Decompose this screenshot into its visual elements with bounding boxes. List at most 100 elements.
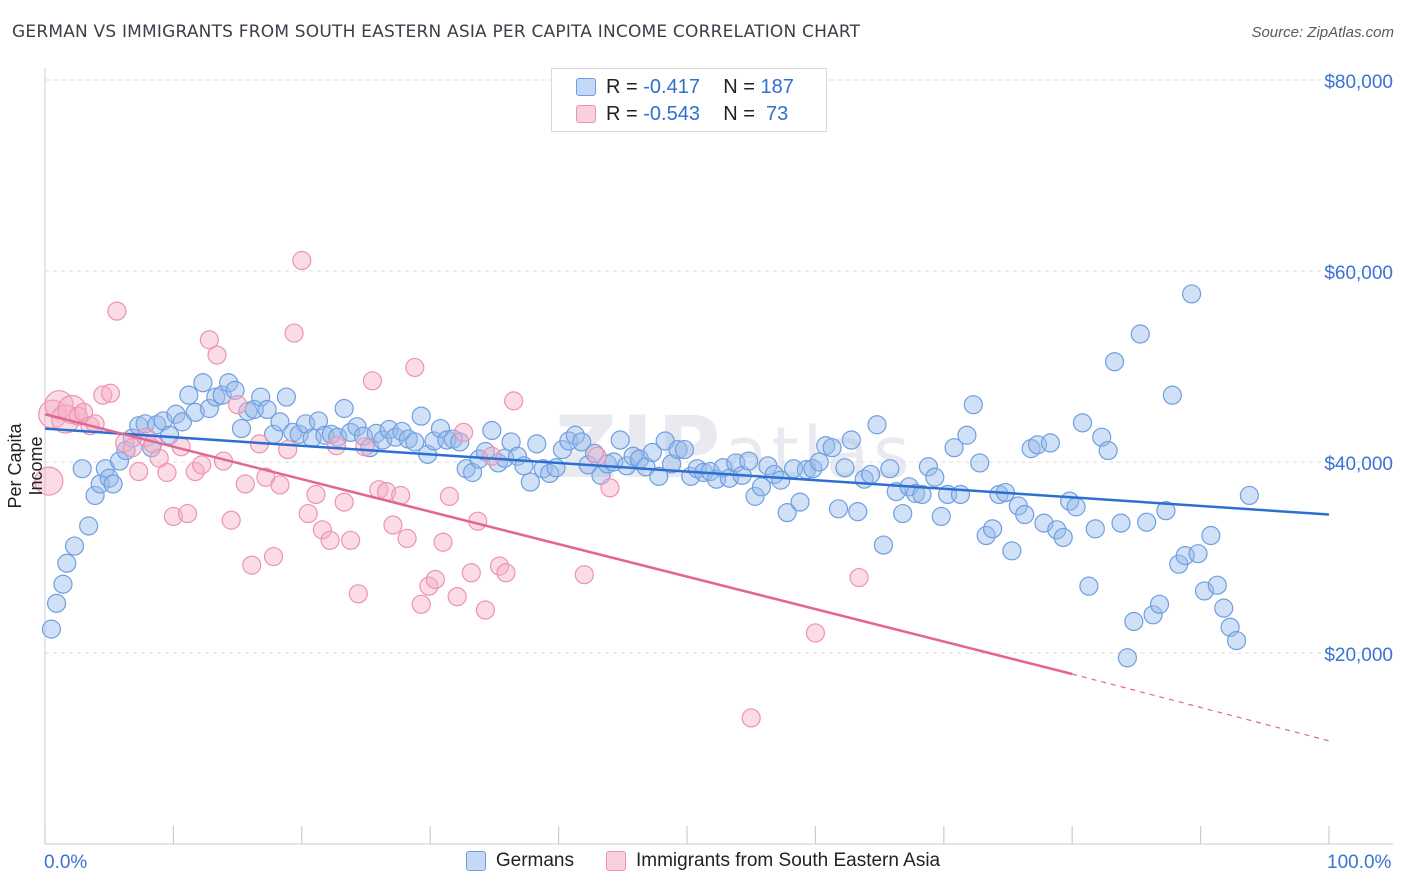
y-tick-label: $20,000 — [1324, 645, 1393, 666]
legend-item-immigrants[interactable]: Immigrants from South Eastern Asia — [606, 850, 940, 872]
immigrants-point — [93, 385, 113, 405]
germans-point — [610, 430, 630, 450]
germans-point — [790, 492, 810, 512]
germans-point — [873, 535, 894, 555]
germans-point — [893, 503, 913, 524]
germans-point — [912, 484, 932, 505]
immigrants-point — [453, 422, 474, 442]
germans-point — [880, 459, 900, 479]
germans-point — [1072, 413, 1093, 433]
germans-point — [771, 470, 791, 490]
immigrants-point — [496, 563, 516, 583]
germans-point — [199, 398, 219, 419]
y-axis-title: Per Capita Income — [5, 423, 46, 509]
germans-point — [809, 452, 829, 472]
immigrants-point — [298, 503, 318, 524]
germans-point — [931, 506, 951, 527]
germans-point — [642, 442, 662, 463]
immigrants-point — [482, 446, 502, 466]
immigrants-point — [284, 323, 304, 343]
germans-point — [668, 439, 688, 460]
legend-row-germans: R = -0.417 N = 187 — [576, 75, 794, 99]
germans-point — [1085, 519, 1105, 539]
legend-item-germans[interactable]: Germans — [465, 850, 574, 872]
germans-point — [109, 451, 130, 471]
y-tick-label: $80,000 — [1324, 72, 1393, 93]
germans-point — [193, 373, 213, 393]
germans-point — [430, 418, 451, 439]
germans-point — [1130, 324, 1150, 344]
immigrants-point — [326, 436, 347, 456]
legend-n-label: N = — [723, 102, 761, 125]
germans-point — [822, 438, 842, 458]
legend-n-value: 187 — [760, 75, 794, 98]
germans-point — [739, 451, 759, 471]
immigrants-point — [242, 555, 262, 575]
immigrants-point — [34, 466, 64, 496]
immigrants-point — [312, 520, 332, 540]
germans-point — [270, 412, 290, 432]
legend-r-label: R = — [606, 75, 644, 98]
germans-point — [944, 438, 964, 458]
immigrants-trendline — [44, 413, 1073, 676]
germans-point — [925, 467, 945, 487]
germans-point — [1182, 284, 1202, 304]
germans-point — [1066, 497, 1086, 517]
germans-point — [251, 387, 271, 407]
germans-point — [828, 499, 849, 519]
germans-point — [713, 458, 733, 478]
legend-swatch-germans — [465, 851, 486, 871]
germans-point — [166, 404, 186, 424]
immigrants-point — [362, 371, 383, 391]
germans-trendline — [44, 427, 1330, 516]
germans-point — [572, 432, 592, 452]
legend-label-germans: Germans — [495, 850, 574, 871]
germans-point — [1207, 575, 1227, 595]
germans-point — [64, 536, 85, 556]
germans-point — [1053, 527, 1073, 548]
immigrants-point — [334, 492, 354, 512]
germans-point — [1015, 504, 1035, 525]
immigrants-point — [355, 437, 375, 457]
germans-point — [347, 417, 367, 437]
germans-point — [179, 385, 199, 405]
immigrants-point — [475, 600, 496, 620]
germans-point — [231, 418, 252, 439]
germans-point — [46, 593, 67, 613]
germans-point — [970, 453, 990, 473]
germans-point — [392, 421, 412, 442]
germans-point — [257, 399, 277, 420]
immigrants-point — [433, 532, 453, 552]
immigrants-point — [263, 546, 284, 567]
legend-swatch-pink — [576, 105, 596, 123]
immigrants-point — [320, 530, 340, 550]
immigrants-point — [192, 455, 212, 475]
legend-r-value: -0.417 — [643, 75, 700, 98]
germans-point — [57, 553, 77, 573]
germans-point — [1137, 512, 1157, 532]
germans-point — [1162, 385, 1182, 405]
immigrants-point — [340, 530, 361, 550]
germans-point — [1188, 544, 1208, 564]
immigrants-trendline-extension — [1072, 673, 1330, 742]
chart-title: GERMAN VS IMMIGRANTS FROM SOUTH EASTERN … — [12, 22, 861, 42]
legend-r-label: R = — [606, 102, 644, 125]
legend-swatch-blue — [576, 78, 596, 96]
germans-point — [1098, 440, 1118, 461]
immigrants-point — [405, 357, 425, 378]
immigrants-point — [439, 486, 460, 506]
germans-point — [1117, 648, 1138, 668]
legend-swatch-immigrants — [606, 851, 626, 871]
legend-r-value: -0.543 — [643, 102, 700, 125]
germans-point — [1002, 541, 1022, 561]
germans-point — [308, 411, 329, 431]
immigrants-point — [199, 330, 219, 350]
germans-point — [649, 466, 669, 486]
germans-point — [848, 502, 868, 522]
source-label: Source: ZipAtlas.com — [1251, 24, 1394, 41]
germans-point — [527, 434, 547, 454]
immigrants-point — [157, 462, 177, 483]
immigrants-point — [129, 461, 149, 482]
germans-point — [103, 474, 123, 494]
germans-point — [963, 395, 983, 415]
